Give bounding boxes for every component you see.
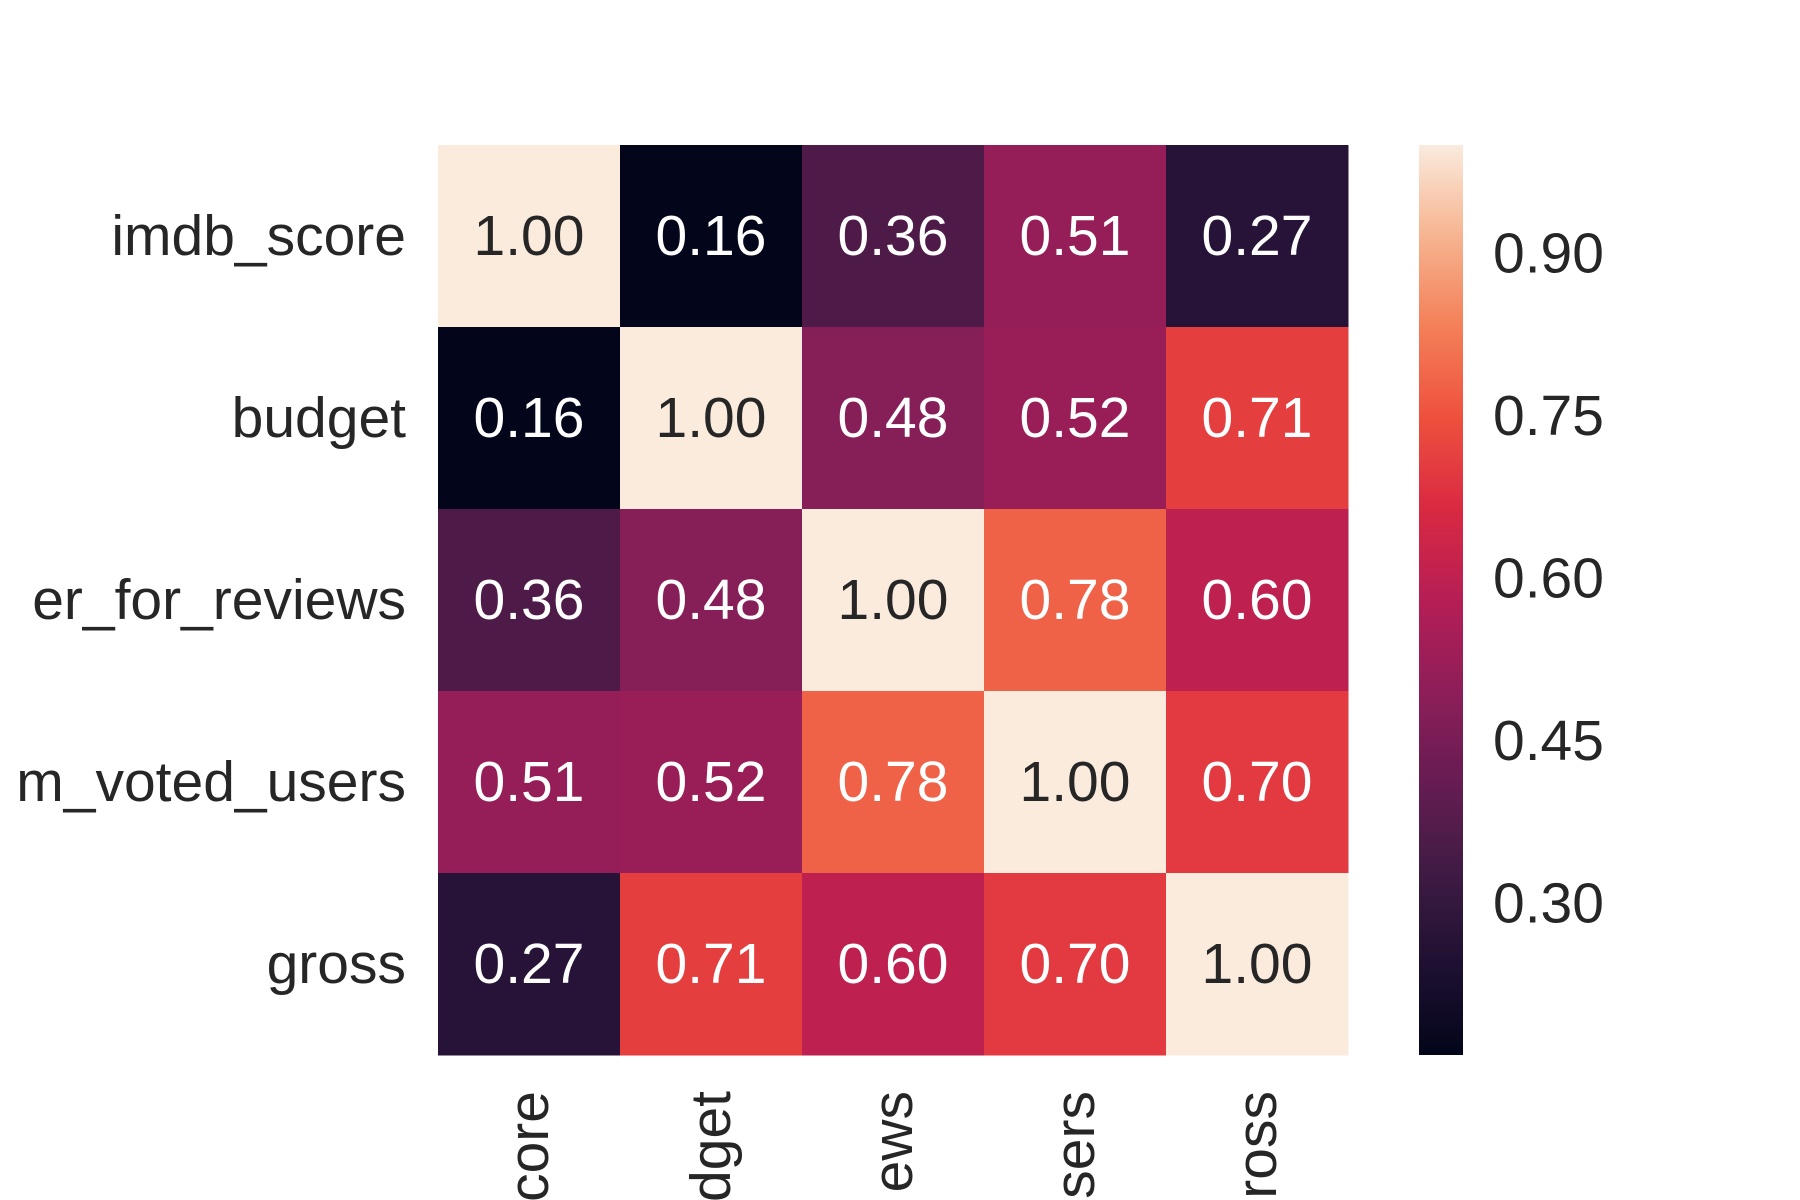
cell-annotation: 0.51 [1020, 204, 1131, 268]
heatmap-cell [984, 509, 1167, 692]
colorbar-tick-label: 0.30 [1493, 871, 1604, 935]
cell-annotation: 0.78 [838, 750, 949, 814]
cell-annotation: 1.00 [474, 204, 585, 268]
colorbar-tick-label: 0.90 [1493, 221, 1604, 285]
heatmap-cell [438, 691, 621, 874]
heatmap-cell [620, 873, 803, 1056]
cell-annotation: 0.52 [656, 750, 767, 814]
cell-annotation: 0.78 [1020, 568, 1131, 632]
heatmap-cell [438, 873, 621, 1056]
colorbar-tick-label: 0.60 [1493, 546, 1604, 610]
column-label: ross [1225, 1091, 1289, 1199]
heatmap-cell [1166, 873, 1349, 1056]
heatmap-cell [620, 691, 803, 874]
cell-annotation: 0.51 [474, 750, 585, 814]
cell-annotation: 0.60 [838, 932, 949, 996]
column-label: sers [1043, 1091, 1107, 1199]
heatmap-cell [802, 509, 985, 692]
colorbar-tick-label: 0.45 [1493, 709, 1604, 773]
heatmap-cell [802, 145, 985, 328]
row-label: budget [232, 386, 407, 450]
cell-annotation: 0.71 [1202, 386, 1313, 450]
heatmap-cell [802, 327, 985, 510]
cell-annotation: 0.70 [1202, 750, 1313, 814]
heatmap-cells [438, 145, 1349, 1056]
cell-annotations: 1.00 0.16 0.36 0.51 0.27 0.16 1.00 0.48 0.52 0.71… [474, 204, 1313, 996]
heatmap-cell [1166, 145, 1349, 328]
heatmap-cell [438, 145, 621, 328]
row-label: gross [267, 932, 406, 996]
heatmap-cell [802, 873, 985, 1056]
heatmap-cell [984, 873, 1167, 1056]
cell-annotation: 0.27 [1202, 204, 1313, 268]
heatmap-cell [438, 509, 621, 692]
heatmap-cell [984, 327, 1167, 510]
cell-annotation: 0.70 [1020, 932, 1131, 996]
cell-annotation: 0.36 [838, 204, 949, 268]
column-label: ews [861, 1091, 925, 1192]
row-label: m_voted_users [16, 750, 406, 814]
cell-annotation: 1.00 [656, 386, 767, 450]
cell-annotation: 0.52 [1020, 386, 1131, 450]
heatmap-cell [438, 327, 621, 510]
heatmap-cell [1166, 691, 1349, 874]
column-label: core [497, 1091, 561, 1200]
heatmap-cell [984, 145, 1167, 328]
cell-annotation: 0.16 [474, 386, 585, 450]
heatmap-cell [620, 509, 803, 692]
colorbar [1419, 145, 1463, 1055]
cell-annotation: 0.27 [474, 932, 585, 996]
heatmap-cell [984, 691, 1167, 874]
heatmap-cell [1166, 509, 1349, 692]
colorbar-tick-labels: 0.30 0.45 0.60 0.75 0.90 [1493, 221, 1604, 935]
column-labels: core dget ews sers ross [497, 1091, 1289, 1200]
row-label: imdb_score [111, 204, 406, 268]
row-label: er_for_reviews [32, 568, 406, 632]
cell-annotation: 0.16 [656, 204, 767, 268]
heatmap-cell [1166, 327, 1349, 510]
cell-annotation: 0.60 [1202, 568, 1313, 632]
heatmap-cell [620, 145, 803, 328]
column-label: dget [679, 1091, 743, 1200]
cell-annotation: 1.00 [1020, 750, 1131, 814]
cell-annotation: 0.71 [656, 932, 767, 996]
colorbar-gradient [1419, 145, 1463, 1055]
cell-annotation: 0.36 [474, 568, 585, 632]
heatmap-cell [802, 691, 985, 874]
heatmap-cell [620, 327, 803, 510]
cell-annotation: 1.00 [1202, 932, 1313, 996]
cell-annotation: 0.48 [656, 568, 767, 632]
cell-annotation: 1.00 [838, 568, 949, 632]
colorbar-tick-label: 0.75 [1493, 384, 1604, 448]
cell-annotation: 0.48 [838, 386, 949, 450]
